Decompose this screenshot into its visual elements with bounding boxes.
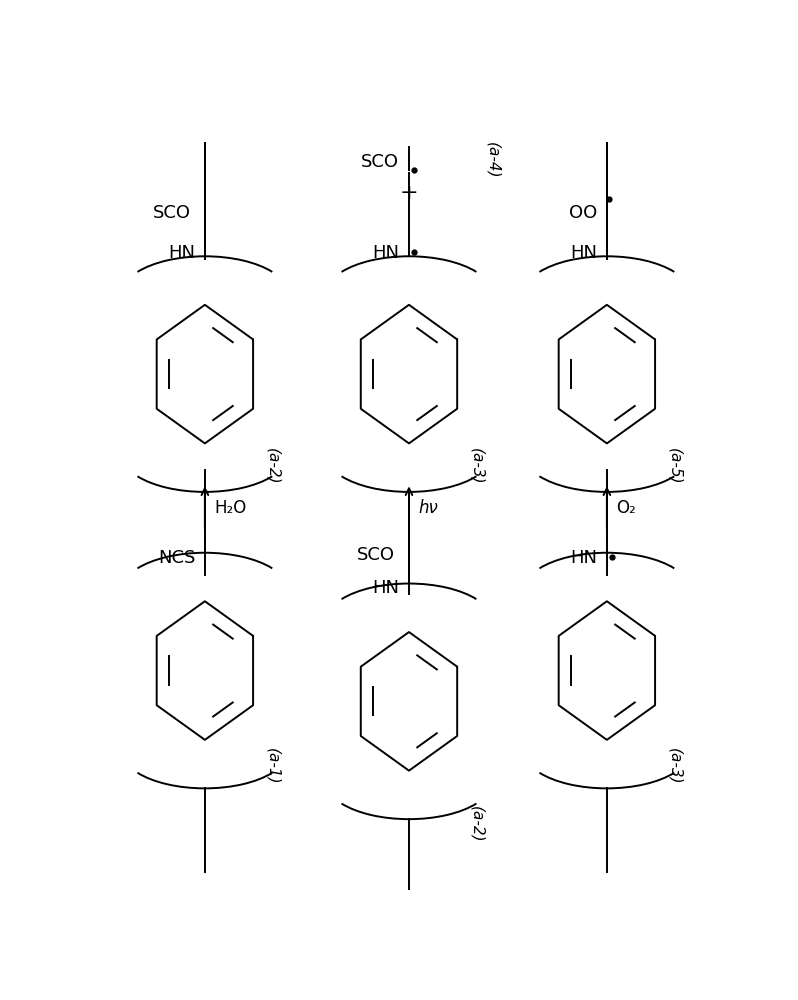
Text: HN: HN bbox=[373, 579, 400, 597]
Text: +: + bbox=[400, 183, 418, 203]
Text: (a-3): (a-3) bbox=[667, 748, 682, 785]
Text: (a-2): (a-2) bbox=[469, 806, 484, 843]
Text: SCO: SCO bbox=[361, 153, 398, 171]
Text: HN: HN bbox=[571, 549, 598, 567]
Text: H₂O: H₂O bbox=[214, 499, 247, 517]
Text: hν: hν bbox=[418, 499, 438, 517]
Text: (a-2): (a-2) bbox=[266, 448, 280, 485]
Text: (a-4): (a-4) bbox=[485, 142, 500, 179]
Text: HN: HN bbox=[168, 244, 196, 262]
Text: O₂: O₂ bbox=[616, 499, 636, 517]
Text: SCO: SCO bbox=[152, 204, 191, 222]
Text: SCO: SCO bbox=[358, 546, 395, 564]
Text: (a-1): (a-1) bbox=[266, 748, 280, 785]
Text: HN: HN bbox=[373, 244, 400, 262]
Text: (a-5): (a-5) bbox=[667, 448, 682, 485]
Text: NCS: NCS bbox=[158, 549, 196, 567]
Text: OO: OO bbox=[569, 204, 598, 222]
Text: HN: HN bbox=[571, 244, 598, 262]
Text: (a-3): (a-3) bbox=[469, 448, 484, 485]
